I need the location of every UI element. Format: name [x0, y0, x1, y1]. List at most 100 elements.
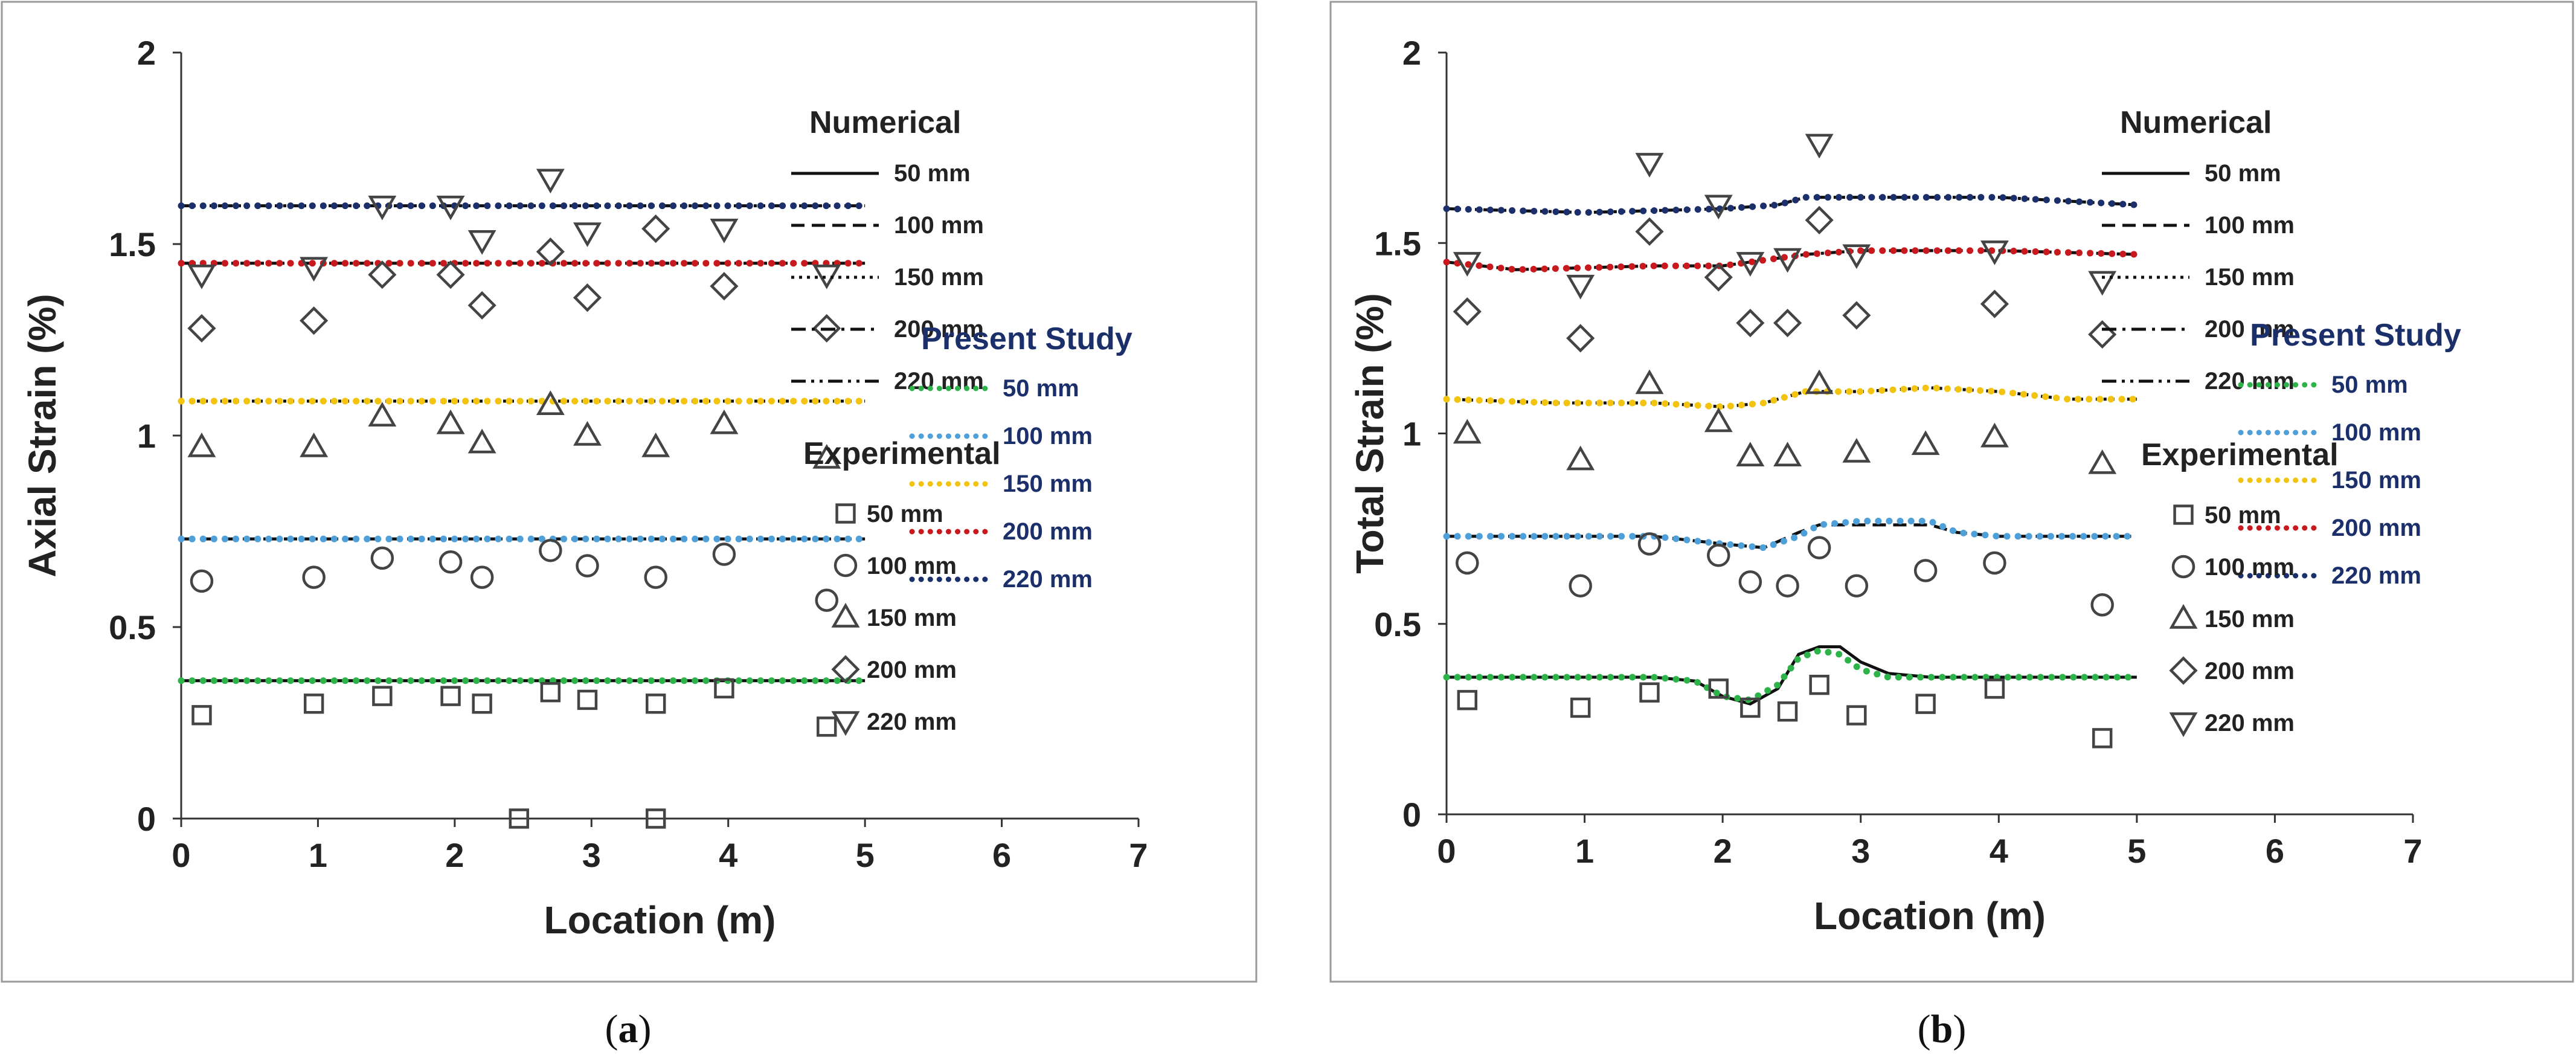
legend-experimental-label: 50 mm [2205, 502, 2281, 529]
experimental-point [540, 682, 561, 703]
panel-a-chart: 0 0.5 1 1.5 2 0 1 2 3 4 5 6 7 Location (m) Axial Strai… [21, 34, 1148, 942]
experimental-point [1569, 574, 1592, 597]
experimental-point [1805, 134, 1834, 159]
legend-numerical-label: 200 mm [894, 316, 984, 343]
experimental-point [1980, 240, 2009, 265]
legend-experimental-title: Experimental [2141, 437, 2339, 472]
experimental-point [1842, 244, 1871, 269]
y-tick-label: 1.5 [1374, 224, 1421, 262]
experimental-point [370, 546, 394, 570]
experimental-point [536, 237, 565, 266]
experimental-point [1453, 297, 1482, 326]
y-axis-label: Total Strain (%) [1348, 293, 1392, 574]
experimental-point [1738, 570, 1762, 594]
experimental-point [1639, 682, 1660, 703]
present-study-series-line [1443, 384, 2141, 410]
experimental-point [368, 195, 397, 220]
experimental-point [1570, 697, 1591, 718]
experimental-point [646, 808, 666, 829]
experimental-point [817, 716, 837, 737]
experimental-point [472, 694, 492, 714]
experimental-point [1845, 574, 1869, 597]
experimental-point [436, 195, 465, 220]
experimental-point [1637, 532, 1662, 556]
legend-present-study-label: 100 mm [2331, 419, 2421, 446]
x-tick-label: 7 [2403, 832, 2422, 870]
experimental-point [1707, 544, 1730, 567]
experimental-point [1457, 690, 1477, 710]
experimental-point [1805, 369, 1834, 394]
legend-experimental-marker [2169, 604, 2198, 629]
experimental-point [1704, 407, 1733, 433]
legend-numerical-label: 50 mm [894, 160, 971, 187]
experimental-point [1807, 536, 1831, 559]
y-tick-label: 0 [137, 800, 156, 838]
panel-b-chart: 0 0.5 1 1.5 2 0 1 2 3 4 5 6 7 Location (m) Total Strai… [1348, 34, 2461, 938]
experimental-point [372, 686, 393, 706]
experimental-point [573, 420, 602, 446]
experimental-point [710, 409, 739, 434]
experimental-point [577, 689, 598, 710]
experimental-point [2088, 271, 2117, 296]
y-tick-label: 0 [1402, 796, 1421, 834]
panel-a-frame [1, 1, 1257, 983]
experimental-point [1566, 274, 1595, 300]
legend-present-study-label: 220 mm [2331, 562, 2421, 589]
experimental-point [1736, 309, 1765, 338]
legend-numerical-label: 100 mm [2205, 212, 2295, 239]
legend-experimental-marker [2173, 504, 2194, 525]
present-study-series-line [1443, 647, 2141, 704]
experimental-point [1736, 442, 1765, 467]
experimental-point [187, 432, 216, 457]
y-tick-label: 2 [1402, 34, 1421, 72]
experimental-point [1911, 430, 1940, 455]
x-tick-label: 6 [2266, 832, 2284, 870]
legend-numerical-label: 50 mm [2205, 160, 2281, 187]
experimental-point [641, 432, 670, 457]
numerical-series-line [1447, 645, 2137, 706]
experimental-point [1915, 694, 1936, 714]
experimental-point [1566, 445, 1595, 471]
experimental-point [573, 283, 602, 312]
experimental-point [641, 214, 670, 243]
experimental-point [536, 390, 565, 415]
x-tick-label: 0 [1437, 832, 1456, 870]
experimental-point [1842, 301, 1871, 330]
experimental-point [1566, 324, 1595, 353]
experimental-point [1913, 559, 1938, 582]
experimental-point [812, 265, 841, 289]
experimental-point [1984, 678, 2005, 699]
x-tick-label: 6 [992, 836, 1011, 874]
experimental-point [2090, 593, 2114, 617]
experimental-point [1842, 437, 1871, 463]
x-tick-label: 3 [582, 836, 601, 874]
experimental-point [1980, 422, 2009, 448]
legend-numerical-title: Numerical [2120, 105, 2272, 140]
x-tick-label: 2 [1714, 832, 1732, 870]
legend-present-study-label: 200 mm [1003, 518, 1093, 545]
x-tick-label: 7 [1129, 836, 1148, 874]
legend-experimental-label: 220 mm [867, 709, 957, 735]
x-tick-label: 1 [309, 836, 327, 874]
legend-experimental-marker [835, 503, 856, 524]
experimental-point [303, 694, 324, 714]
experimental-point [190, 569, 214, 593]
experimental-point [1453, 252, 1482, 277]
experimental-point [2088, 320, 2117, 349]
legend-numerical-label: 100 mm [894, 212, 984, 239]
experimental-point [368, 402, 397, 426]
experimental-point [710, 218, 739, 243]
experimental-point [187, 265, 216, 289]
experimental-point [712, 542, 736, 566]
experimental-point [440, 686, 461, 706]
legend-experimental-label: 100 mm [867, 553, 957, 579]
legend-experimental-marker [831, 655, 860, 684]
experimental-point [1635, 369, 1664, 394]
legend-experimental-label: 100 mm [2205, 554, 2295, 581]
y-tick-label: 1 [137, 417, 156, 455]
legend-experimental-label: 150 mm [2205, 606, 2295, 633]
x-tick-label: 5 [2127, 832, 2146, 870]
legend-present-study-label: 50 mm [2331, 372, 2408, 398]
experimental-point [302, 565, 326, 589]
legend-numerical-label: 150 mm [2205, 264, 2295, 291]
